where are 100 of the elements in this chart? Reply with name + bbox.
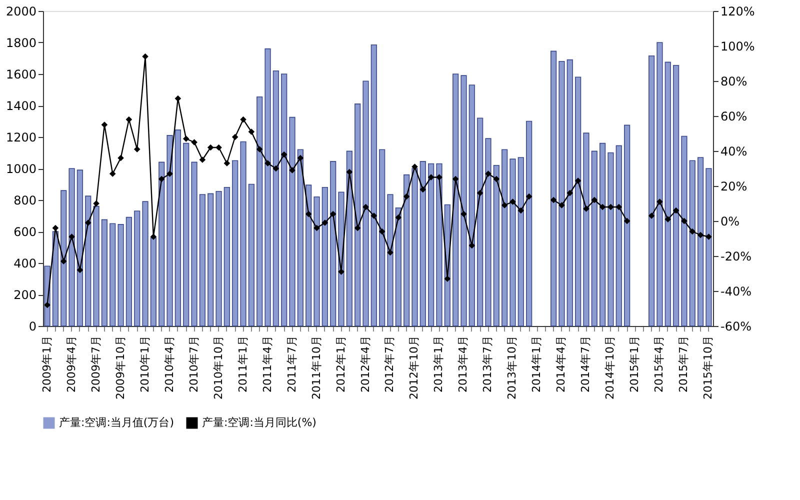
bar [608, 152, 614, 326]
bar [158, 162, 165, 326]
bar [60, 190, 67, 326]
bar [199, 194, 206, 326]
bar [232, 160, 238, 326]
bar [502, 149, 508, 326]
bar [387, 194, 394, 326]
bar [216, 190, 222, 326]
bar [485, 138, 492, 326]
y2-tick-label: -20% [720, 250, 752, 264]
bar [518, 157, 524, 326]
bar [289, 116, 296, 326]
bar [510, 158, 516, 326]
bar [101, 219, 108, 326]
x-tick-label: 2012年1月 [334, 336, 348, 392]
x-tick-label: 2014年10月 [604, 336, 617, 400]
bar [85, 196, 92, 326]
x-tick-label: 2012年10月 [408, 336, 421, 400]
x-tick-label: 2014年1月 [530, 336, 544, 392]
y2-tick-label: 40% [720, 144, 748, 158]
y-tick-label: 1200 [6, 130, 36, 144]
bar [110, 223, 116, 326]
y2-tick-label: -40% [720, 284, 752, 298]
y-tick-label: 600 [14, 225, 36, 239]
bar [428, 163, 434, 326]
bar [306, 184, 312, 326]
bar [354, 104, 361, 326]
y-tick-label: 200 [14, 288, 36, 302]
bar [272, 70, 279, 326]
x-tick-label: 2015年10月 [702, 336, 715, 400]
bar [550, 50, 557, 326]
bar [689, 160, 696, 326]
y-tick-label: 1000 [6, 162, 36, 176]
bar [68, 168, 75, 326]
bar [330, 161, 336, 326]
x-tick-label: 2012年4月 [358, 336, 372, 392]
bar [346, 150, 352, 326]
x-tick-label: 2013年4月 [456, 336, 470, 392]
y2-tick-label: 120% [720, 4, 755, 18]
bar [76, 170, 84, 326]
bar [256, 96, 263, 326]
x-tick-label: 2009年10月 [114, 336, 127, 400]
bar [616, 145, 622, 326]
y-tick-label: 1800 [6, 36, 36, 50]
x-tick-label: 2011年4月 [260, 336, 274, 392]
x-tick-label: 2014年7月 [579, 336, 592, 392]
legend-label: 产量:空调:当月同比(%) [202, 416, 316, 429]
bar [452, 74, 459, 326]
bar [126, 216, 132, 326]
bar [558, 61, 565, 326]
bar [706, 168, 712, 326]
bar [404, 174, 410, 326]
bar [664, 62, 671, 326]
y-tick-label: 1400 [6, 99, 36, 113]
x-tick-label: 2012年7月 [383, 336, 396, 392]
bar [583, 132, 590, 326]
y-tick-label: 800 [14, 194, 36, 208]
x-tick-label: 2010年7月 [187, 336, 200, 392]
x-tick-label: 2014年4月 [554, 336, 568, 392]
x-tick-label: 2013年7月 [481, 336, 494, 392]
y-tick-label: 2000 [6, 4, 36, 18]
bar [624, 124, 630, 326]
bar [477, 118, 484, 326]
bar [191, 162, 198, 326]
y2-tick-label: 80% [720, 74, 748, 88]
y2-tick-label: -60% [720, 320, 752, 334]
bar [174, 130, 181, 326]
bar [526, 120, 532, 326]
bar [681, 136, 688, 326]
bar [134, 210, 140, 326]
x-tick-label: 2011年1月 [236, 336, 250, 392]
bar [436, 163, 442, 326]
x-tick-label: 2011年10月 [310, 336, 323, 400]
bar [591, 150, 598, 326]
x-tick-label: 2009年4月 [64, 336, 78, 392]
bar [575, 76, 582, 326]
y-tick-label: 0 [28, 320, 36, 334]
bar [379, 149, 386, 326]
bar [281, 74, 288, 326]
bar [672, 64, 680, 326]
bar [656, 42, 663, 326]
y2-tick-label: 100% [720, 40, 755, 54]
bar [362, 80, 369, 326]
bar [142, 201, 148, 326]
bar [248, 184, 254, 326]
x-tick-label: 2015年7月 [677, 336, 690, 392]
y-tick-label: 400 [14, 256, 36, 270]
bar [240, 141, 246, 326]
x-tick-label: 2015年1月 [628, 336, 642, 392]
bar [493, 164, 500, 326]
bar [395, 207, 402, 326]
bar [264, 48, 271, 326]
bar [370, 44, 377, 326]
y2-tick-label: 0% [720, 214, 740, 228]
bar [468, 84, 475, 326]
y-tick-label: 1600 [6, 68, 36, 82]
bar [566, 59, 573, 326]
bar [224, 187, 230, 326]
bar [648, 55, 655, 326]
legend-label: 产量:空调:当月值(万台) [59, 416, 174, 429]
